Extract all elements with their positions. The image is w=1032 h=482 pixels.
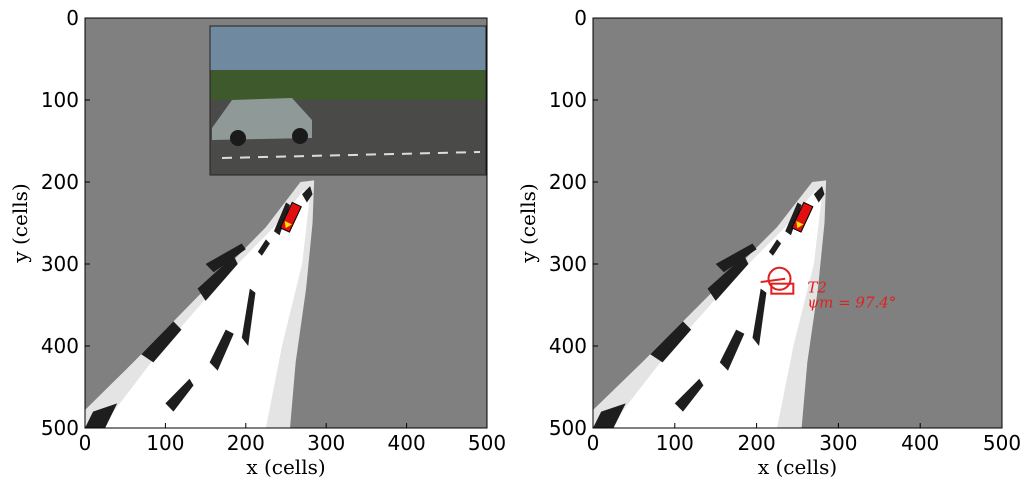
y-tick-label: 400 — [549, 334, 587, 358]
y-tick-label: 400 — [41, 334, 79, 358]
x-tick-label: 500 — [983, 431, 1021, 455]
x-tick-label: 300 — [819, 431, 857, 455]
y-tick-label: 500 — [41, 416, 79, 440]
x-axis-label: x (cells) — [246, 455, 325, 479]
x-axis-label: x (cells) — [758, 455, 837, 479]
x-tick-label: 200 — [227, 431, 265, 455]
x-tick-label: 100 — [656, 431, 694, 455]
x-tick-label: 200 — [738, 431, 776, 455]
y-tick-label: 300 — [549, 252, 587, 276]
camera-inset — [210, 26, 486, 175]
y-axis-label: y (cells) — [8, 183, 32, 263]
y-tick-label: 100 — [549, 88, 587, 112]
x-tick-label: 400 — [901, 431, 939, 455]
x-tick-label: 400 — [388, 431, 426, 455]
y-tick-label: 100 — [41, 88, 79, 112]
x-tick-label: 0 — [79, 431, 92, 455]
photo-wheel — [230, 130, 246, 146]
x-tick-label: 300 — [307, 431, 345, 455]
y-axis-label: y (cells) — [516, 183, 540, 263]
annotation: ψm = 97.4° — [807, 294, 896, 312]
y-tick-label: 0 — [66, 6, 79, 30]
figure: 01002003004005000100200300400500x (cells… — [0, 0, 1032, 482]
y-tick-label: 200 — [549, 170, 587, 194]
y-tick-label: 300 — [41, 252, 79, 276]
y-tick-label: 0 — [574, 6, 587, 30]
x-tick-label: 100 — [146, 431, 184, 455]
page: {"chart_data": [ {"type": "map", "xlabel… — [0, 0, 1032, 482]
x-tick-label: 500 — [468, 431, 506, 455]
y-tick-label: 500 — [549, 416, 587, 440]
photo-wheel — [292, 128, 308, 144]
x-tick-label: 0 — [587, 431, 600, 455]
y-tick-label: 200 — [41, 170, 79, 194]
